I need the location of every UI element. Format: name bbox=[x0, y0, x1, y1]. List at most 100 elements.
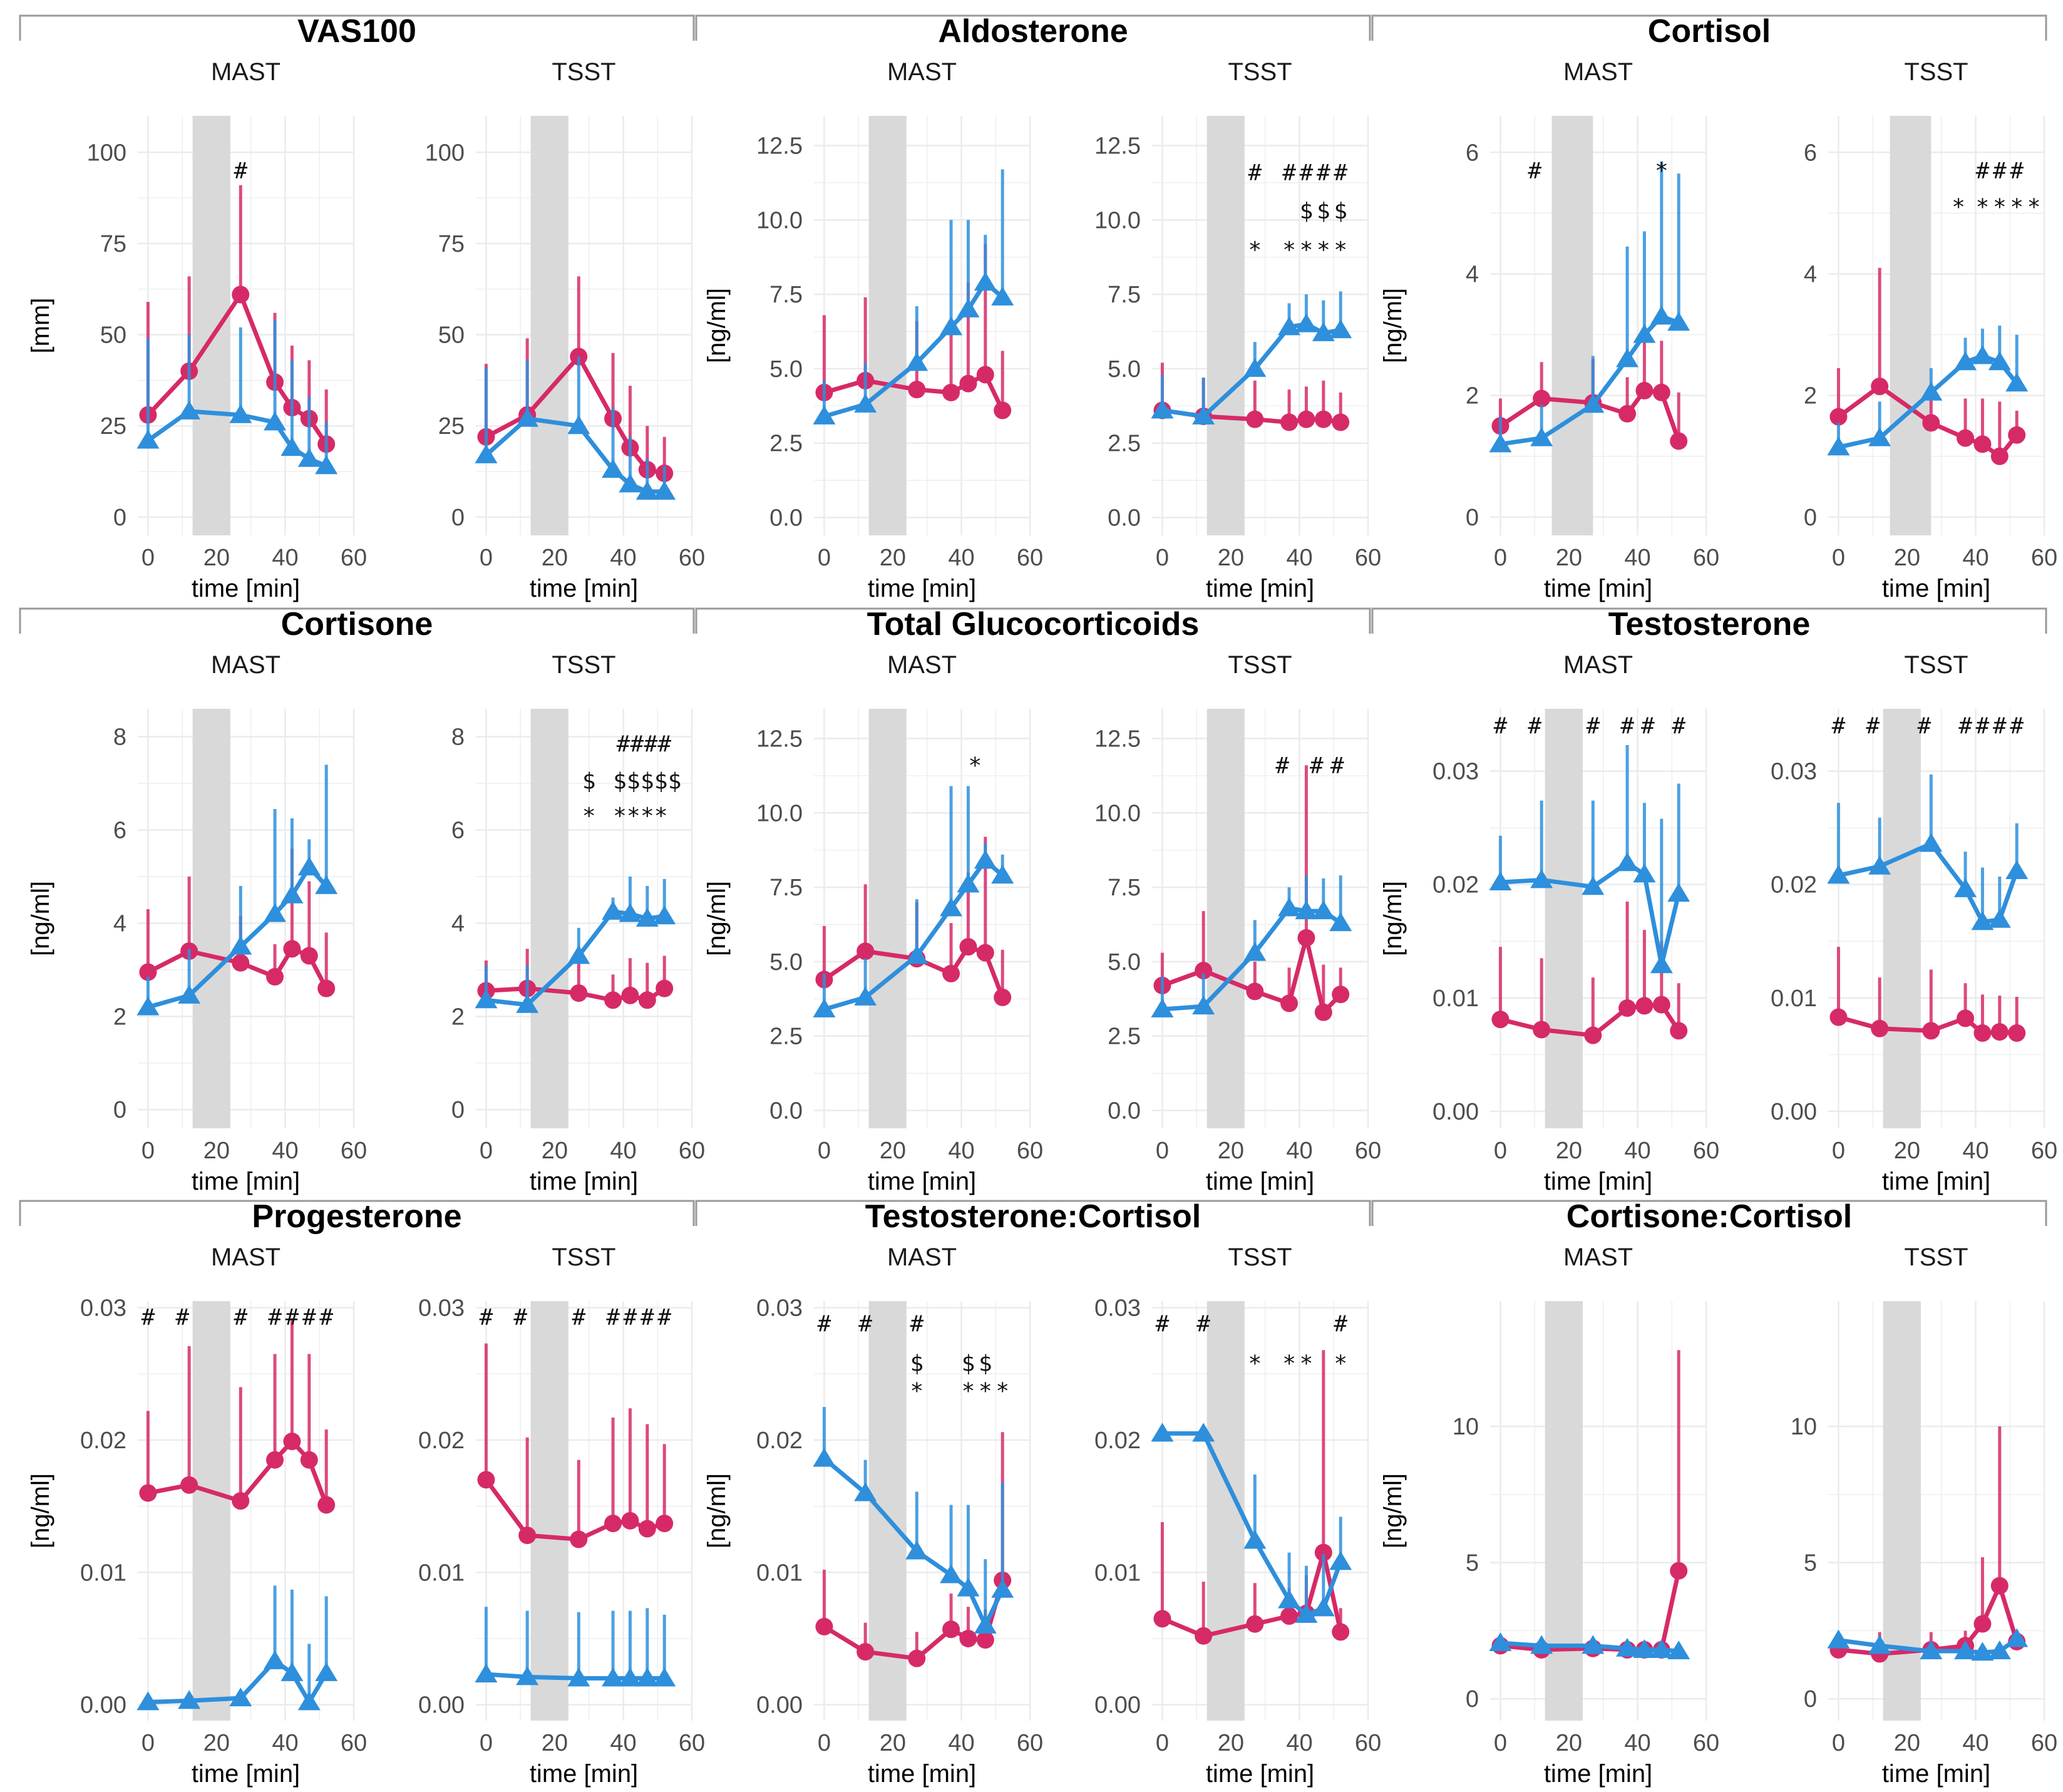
chart-4: Total Glucocorticoids MAST 0.0 2.5 5.0 7.5 10.… bbox=[695, 606, 1381, 1195]
series-tsst bbox=[813, 786, 1014, 1017]
data-point bbox=[300, 1451, 318, 1469]
significance-marker: # bbox=[480, 1304, 493, 1330]
data-point bbox=[1868, 855, 1891, 875]
y-tick-label: 10 bbox=[1791, 1414, 1817, 1440]
significance-marker: # bbox=[175, 1304, 189, 1330]
y-tick-label: 8 bbox=[113, 724, 126, 751]
x-tick-label: 0 bbox=[1832, 1730, 1845, 1756]
data-point bbox=[1973, 435, 1992, 453]
y-tick-label: 2.5 bbox=[1108, 431, 1141, 457]
significance-marker: # bbox=[319, 1304, 333, 1330]
y-tick-label: 0 bbox=[113, 1097, 126, 1123]
significance-marker: * bbox=[641, 803, 654, 829]
stress-period-shade bbox=[530, 709, 568, 1128]
y-tick-label: 7.5 bbox=[769, 282, 803, 308]
data-point bbox=[1650, 306, 1673, 325]
significance-marker: * bbox=[1248, 1351, 1262, 1376]
x-tick-label: 60 bbox=[1693, 545, 1719, 571]
x-tick-label: 0 bbox=[818, 1730, 831, 1756]
series-line bbox=[1838, 841, 2019, 924]
significance-marker: # bbox=[234, 1304, 247, 1330]
data-point bbox=[1973, 1615, 1992, 1633]
significance-marker: # bbox=[234, 158, 247, 183]
data-point bbox=[1280, 1607, 1299, 1625]
y-axis-label: [ng/ml] bbox=[703, 881, 731, 956]
x-axis-label: time [min] bbox=[1882, 1760, 1990, 1788]
facet-frame bbox=[1371, 14, 2047, 41]
series-tsst bbox=[475, 1607, 676, 1687]
data-point bbox=[570, 1530, 588, 1548]
significance-marker: # bbox=[1282, 160, 1296, 185]
panel-label: TSST bbox=[552, 1244, 615, 1271]
significance-marker: * bbox=[654, 803, 668, 829]
significance-marker: * bbox=[995, 1379, 1009, 1404]
x-tick-label: 20 bbox=[203, 545, 230, 571]
x-tick-label: 0 bbox=[480, 545, 493, 571]
series-line bbox=[823, 1456, 1005, 1628]
data-point bbox=[1827, 436, 1850, 456]
stress-period-shade bbox=[868, 709, 907, 1128]
series-tsst bbox=[1489, 744, 1690, 974]
significance-marker: # bbox=[1620, 713, 1634, 739]
series-line bbox=[823, 858, 1004, 1012]
y-tick-label: 0 bbox=[1466, 505, 1479, 531]
data-point bbox=[280, 437, 304, 456]
x-tick-label: 20 bbox=[542, 1730, 568, 1756]
data-point bbox=[854, 393, 877, 413]
data-point bbox=[1871, 1019, 1889, 1038]
panel-mast: MAST 0 25 50 75 100 0 20 40 60 time [min] [mm] # bbox=[27, 58, 367, 602]
panel-label: TSST bbox=[1904, 1244, 1968, 1271]
stress-period-shade bbox=[192, 116, 230, 535]
facet-frame bbox=[695, 607, 1371, 634]
y-tick-label: 5.0 bbox=[1108, 356, 1141, 383]
y-tick-label: 0.00 bbox=[80, 1692, 126, 1719]
x-tick-label: 0 bbox=[818, 545, 831, 571]
data-point bbox=[1192, 996, 1215, 1015]
series-tsst bbox=[813, 169, 1014, 425]
x-tick-label: 60 bbox=[679, 1138, 705, 1164]
y-tick-label: 5.0 bbox=[769, 949, 803, 976]
data-point bbox=[1312, 900, 1335, 920]
x-tick-label: 20 bbox=[1218, 1138, 1244, 1164]
y-tick-label: 5 bbox=[1466, 1550, 1479, 1577]
data-point bbox=[1650, 954, 1673, 974]
y-tick-label: 7.5 bbox=[1108, 875, 1141, 901]
data-point bbox=[1329, 319, 1352, 339]
significance-marker: * bbox=[1952, 195, 1965, 220]
data-point bbox=[976, 944, 994, 962]
y-tick-label: 25 bbox=[100, 413, 126, 440]
significance-marker: * bbox=[1282, 237, 1296, 263]
chart-title: Cortisone bbox=[281, 606, 433, 642]
stress-period-shade bbox=[1551, 116, 1593, 535]
data-point bbox=[959, 1629, 977, 1647]
panel-mast: MAST 0.0 2.5 5.0 7.5 10.0 12.5 0 20 40 60 time [min… bbox=[703, 58, 1043, 602]
y-tick-label: 0.02 bbox=[80, 1428, 126, 1454]
data-point bbox=[653, 905, 676, 925]
panel-mast: MAST 0 5 10 0 20 40 60 time [min] [ng/ml] bbox=[1379, 1244, 1719, 1788]
x-tick-label: 20 bbox=[1556, 1730, 1582, 1756]
panel-mast: MAST 0.00 0.01 0.02 0.03 0 20 40 60 time [min] [ng… bbox=[1379, 651, 1719, 1195]
x-axis-label: time [min] bbox=[868, 1760, 976, 1788]
y-tick-label: 7.5 bbox=[769, 875, 803, 901]
y-tick-label: 7.5 bbox=[1108, 282, 1141, 308]
data-point bbox=[1332, 413, 1350, 431]
data-point bbox=[567, 415, 590, 435]
x-tick-label: 40 bbox=[272, 1730, 298, 1756]
data-point bbox=[1829, 1008, 1848, 1026]
x-axis-label: time [min] bbox=[1206, 1760, 1314, 1788]
y-tick-label: 0.01 bbox=[1094, 1560, 1141, 1586]
stress-period-shade bbox=[1206, 116, 1245, 535]
data-point bbox=[619, 473, 642, 493]
x-axis-label: time [min] bbox=[192, 1168, 300, 1195]
x-tick-label: 20 bbox=[1556, 1138, 1582, 1164]
x-tick-label: 40 bbox=[610, 1730, 636, 1756]
series-tsst bbox=[475, 877, 676, 1013]
x-tick-label: 40 bbox=[1624, 545, 1650, 571]
data-point bbox=[1618, 404, 1637, 423]
y-tick-label: 0.00 bbox=[1433, 1099, 1479, 1125]
chart-0: VAS100 MAST 0 25 50 75 100 0 20 40 60 time [min] [mm… bbox=[19, 13, 705, 602]
y-tick-label: 0 bbox=[451, 1097, 465, 1123]
data-point bbox=[1295, 1604, 1318, 1623]
